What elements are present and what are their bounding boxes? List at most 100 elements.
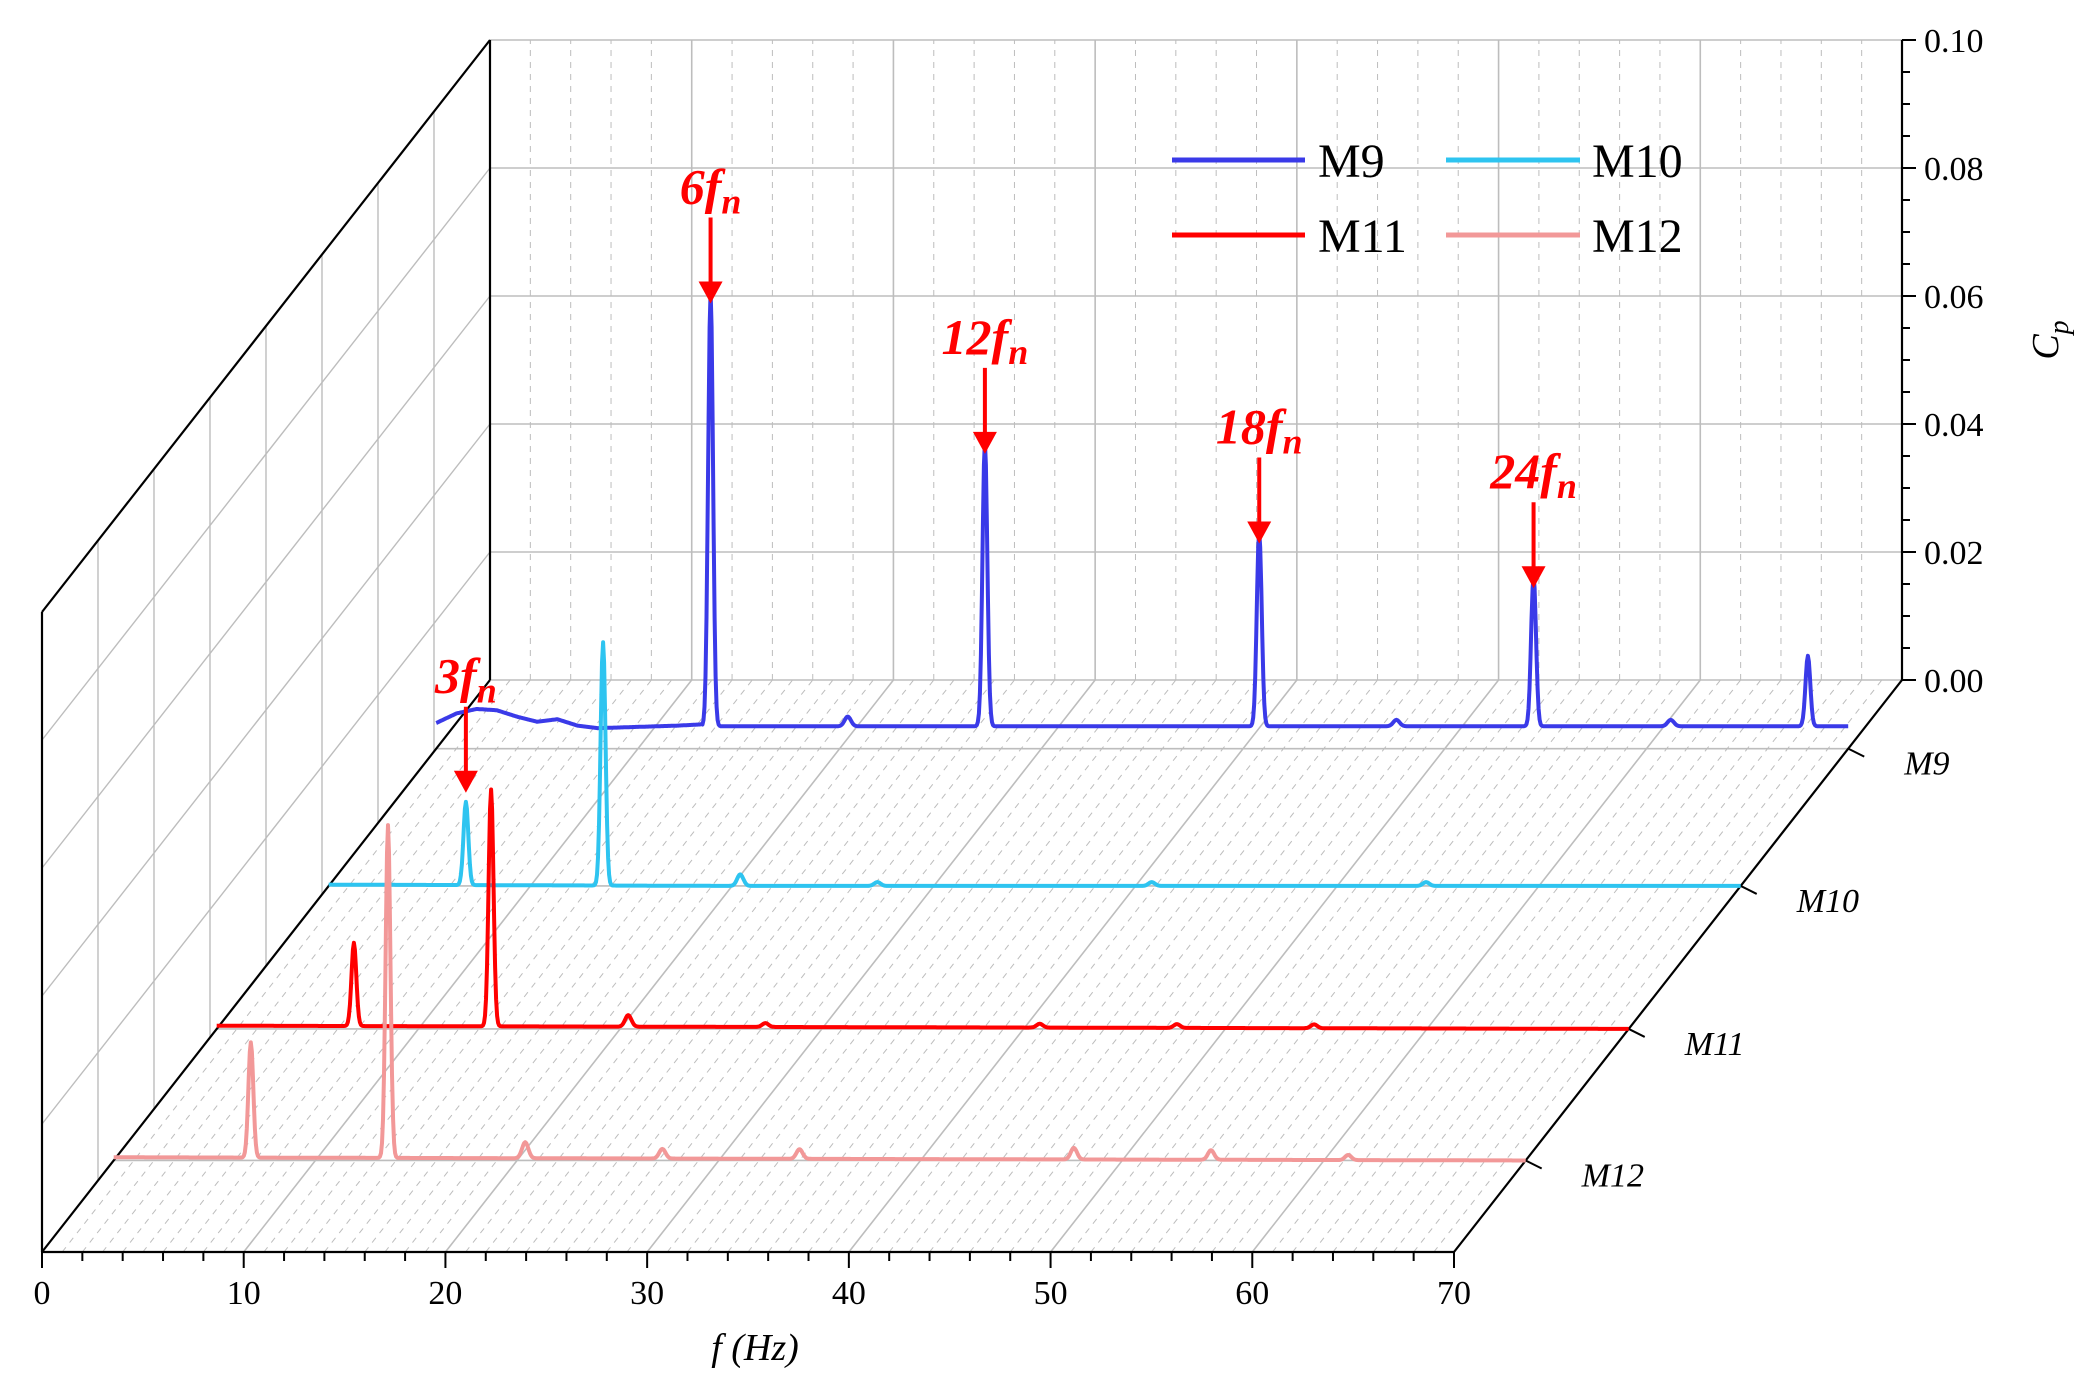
- floor-grid-line: [545, 679, 995, 1253]
- floor-grid-line: [687, 679, 1136, 1253]
- depth-label-M10: M10: [1796, 883, 1859, 920]
- x-tick-label: 30: [630, 1275, 664, 1312]
- floor-grid-line: [505, 679, 955, 1253]
- floor-grid-line: [1312, 679, 1762, 1253]
- floor-grid-line: [1372, 679, 1822, 1253]
- floor-grid-line: [404, 679, 854, 1253]
- series-line-M11: [215, 787, 1630, 1031]
- annotation-arrowhead: [972, 431, 997, 454]
- depth-tick-mark: [1740, 885, 1758, 895]
- x-tick-label: 40: [832, 1275, 866, 1312]
- x-tick-label: 70: [1437, 1275, 1471, 1312]
- floor-grid-line: [828, 679, 1278, 1253]
- floor-grid-line: [808, 679, 1257, 1253]
- depth-label-M12: M12: [1581, 1157, 1644, 1194]
- floor-grid-line: [1393, 679, 1842, 1253]
- axis-line: [41, 39, 491, 613]
- y-axis-title-main: C: [2025, 334, 2067, 360]
- floor-grid-line: [122, 679, 572, 1253]
- depth-label-M11: M11: [1684, 1026, 1745, 1063]
- floor-grid-line: [102, 679, 551, 1253]
- floor-grid-line: [1292, 679, 1742, 1253]
- floor-grid-line: [1332, 679, 1782, 1253]
- floor-grid-line: [868, 679, 1318, 1253]
- floor-grid-line: [384, 679, 834, 1253]
- floor-grid-line: [465, 679, 914, 1253]
- y-tick-label: 0.04: [1924, 407, 1984, 444]
- floor-grid-line: [666, 679, 1116, 1253]
- floor-grid-line: [1251, 679, 1701, 1253]
- y-tick-label: 0.06: [1924, 279, 1984, 316]
- y-tick-label: 0.08: [1924, 151, 1984, 188]
- floor-grid-line: [747, 679, 1197, 1253]
- floor-grid-line: [1171, 679, 1620, 1253]
- depth-tick-mark: [1628, 1028, 1646, 1038]
- floor-grid-line: [989, 679, 1439, 1253]
- floor-grid-line: [303, 679, 753, 1253]
- floor-grid-line: [364, 679, 814, 1253]
- series-group: [112, 289, 1850, 1163]
- floor-grid-line: [707, 679, 1157, 1253]
- floor-grid-line: [525, 679, 975, 1253]
- annotation-arrowhead: [698, 281, 723, 304]
- x-tick-label: 10: [227, 1275, 261, 1312]
- floor-grid-line: [767, 679, 1217, 1253]
- floor-grid-line: [444, 679, 895, 1253]
- floor-grid-line: [61, 679, 511, 1253]
- annotation-arrowhead: [1521, 566, 1546, 589]
- y-axis-title: Cp: [2025, 320, 2075, 359]
- y-tick-label: 0.10: [1924, 23, 1984, 60]
- annotation-arrowhead: [453, 770, 478, 793]
- series-line-M10: [327, 640, 1742, 888]
- floor-grid-line: [1090, 679, 1540, 1253]
- floor-grid-line: [908, 679, 1358, 1253]
- floor-grid-line: [929, 679, 1378, 1253]
- x-tick-label: 20: [428, 1275, 462, 1312]
- floor-grid-line: [1049, 679, 1500, 1253]
- y-axis-title-sub: p: [2044, 320, 2075, 336]
- floor-grid-line: [1191, 679, 1641, 1253]
- floor-grid-line: [646, 679, 1096, 1253]
- floor-grid-line: [727, 679, 1177, 1253]
- floor-grid-line: [1030, 679, 1479, 1253]
- legend-label-M9: M9: [1318, 135, 1385, 188]
- floor-grid-line: [1070, 679, 1520, 1253]
- floor-grid-line: [969, 679, 1419, 1253]
- annotation-label: 12fn: [942, 309, 1029, 372]
- floor-grid-line: [949, 679, 1399, 1253]
- tick-marks: [41, 39, 1916, 1268]
- floor-grid-line: [182, 679, 632, 1253]
- annotation-label: 3fn: [434, 648, 497, 711]
- legend-label-M11: M11: [1318, 210, 1407, 263]
- floor-grid-line: [1433, 679, 1883, 1253]
- floor-grid-line: [1272, 679, 1721, 1253]
- floor-grid-line: [606, 679, 1056, 1253]
- floor-grid-line: [1352, 679, 1802, 1253]
- floor-grid-line: [202, 679, 652, 1253]
- floor-grid-line: [626, 679, 1076, 1253]
- floor-grid-line: [1211, 679, 1661, 1253]
- axes: [40, 39, 1904, 1254]
- y-tick-label: 0.02: [1924, 535, 1984, 572]
- tick-labels: 0 10 20 30 40 50 60 70 0.00 0.02 0.04 0.06 0.08 0.10 M…: [34, 23, 1984, 1312]
- floor-grid-line: [586, 679, 1036, 1253]
- floor-grid-line: [81, 679, 531, 1253]
- legend-label-M10: M10: [1592, 135, 1683, 188]
- x-axis-title: f (Hz): [711, 1327, 799, 1369]
- x-tick-label: 60: [1235, 1275, 1269, 1312]
- annotations: 3fn 6fn 12fn 18fn 24fn: [434, 158, 1577, 793]
- floor-grid-line: [848, 679, 1298, 1253]
- depth-tick-mark: [1847, 747, 1865, 758]
- x-axis-title-unit: (Hz): [722, 1327, 799, 1369]
- floor-grid-line: [1413, 679, 1863, 1253]
- floor-grid-line: [1009, 679, 1459, 1253]
- floor-grid-line: [424, 679, 874, 1253]
- annotation-arrowhead: [1247, 521, 1272, 544]
- x-tick-label: 0: [34, 1275, 51, 1312]
- floor-grid-line: [888, 679, 1338, 1253]
- series-line-M9: [435, 289, 1850, 731]
- legend-label-M12: M12: [1592, 210, 1683, 263]
- axis-line: [1453, 679, 1903, 1253]
- depth-tick-mark: [1525, 1159, 1543, 1170]
